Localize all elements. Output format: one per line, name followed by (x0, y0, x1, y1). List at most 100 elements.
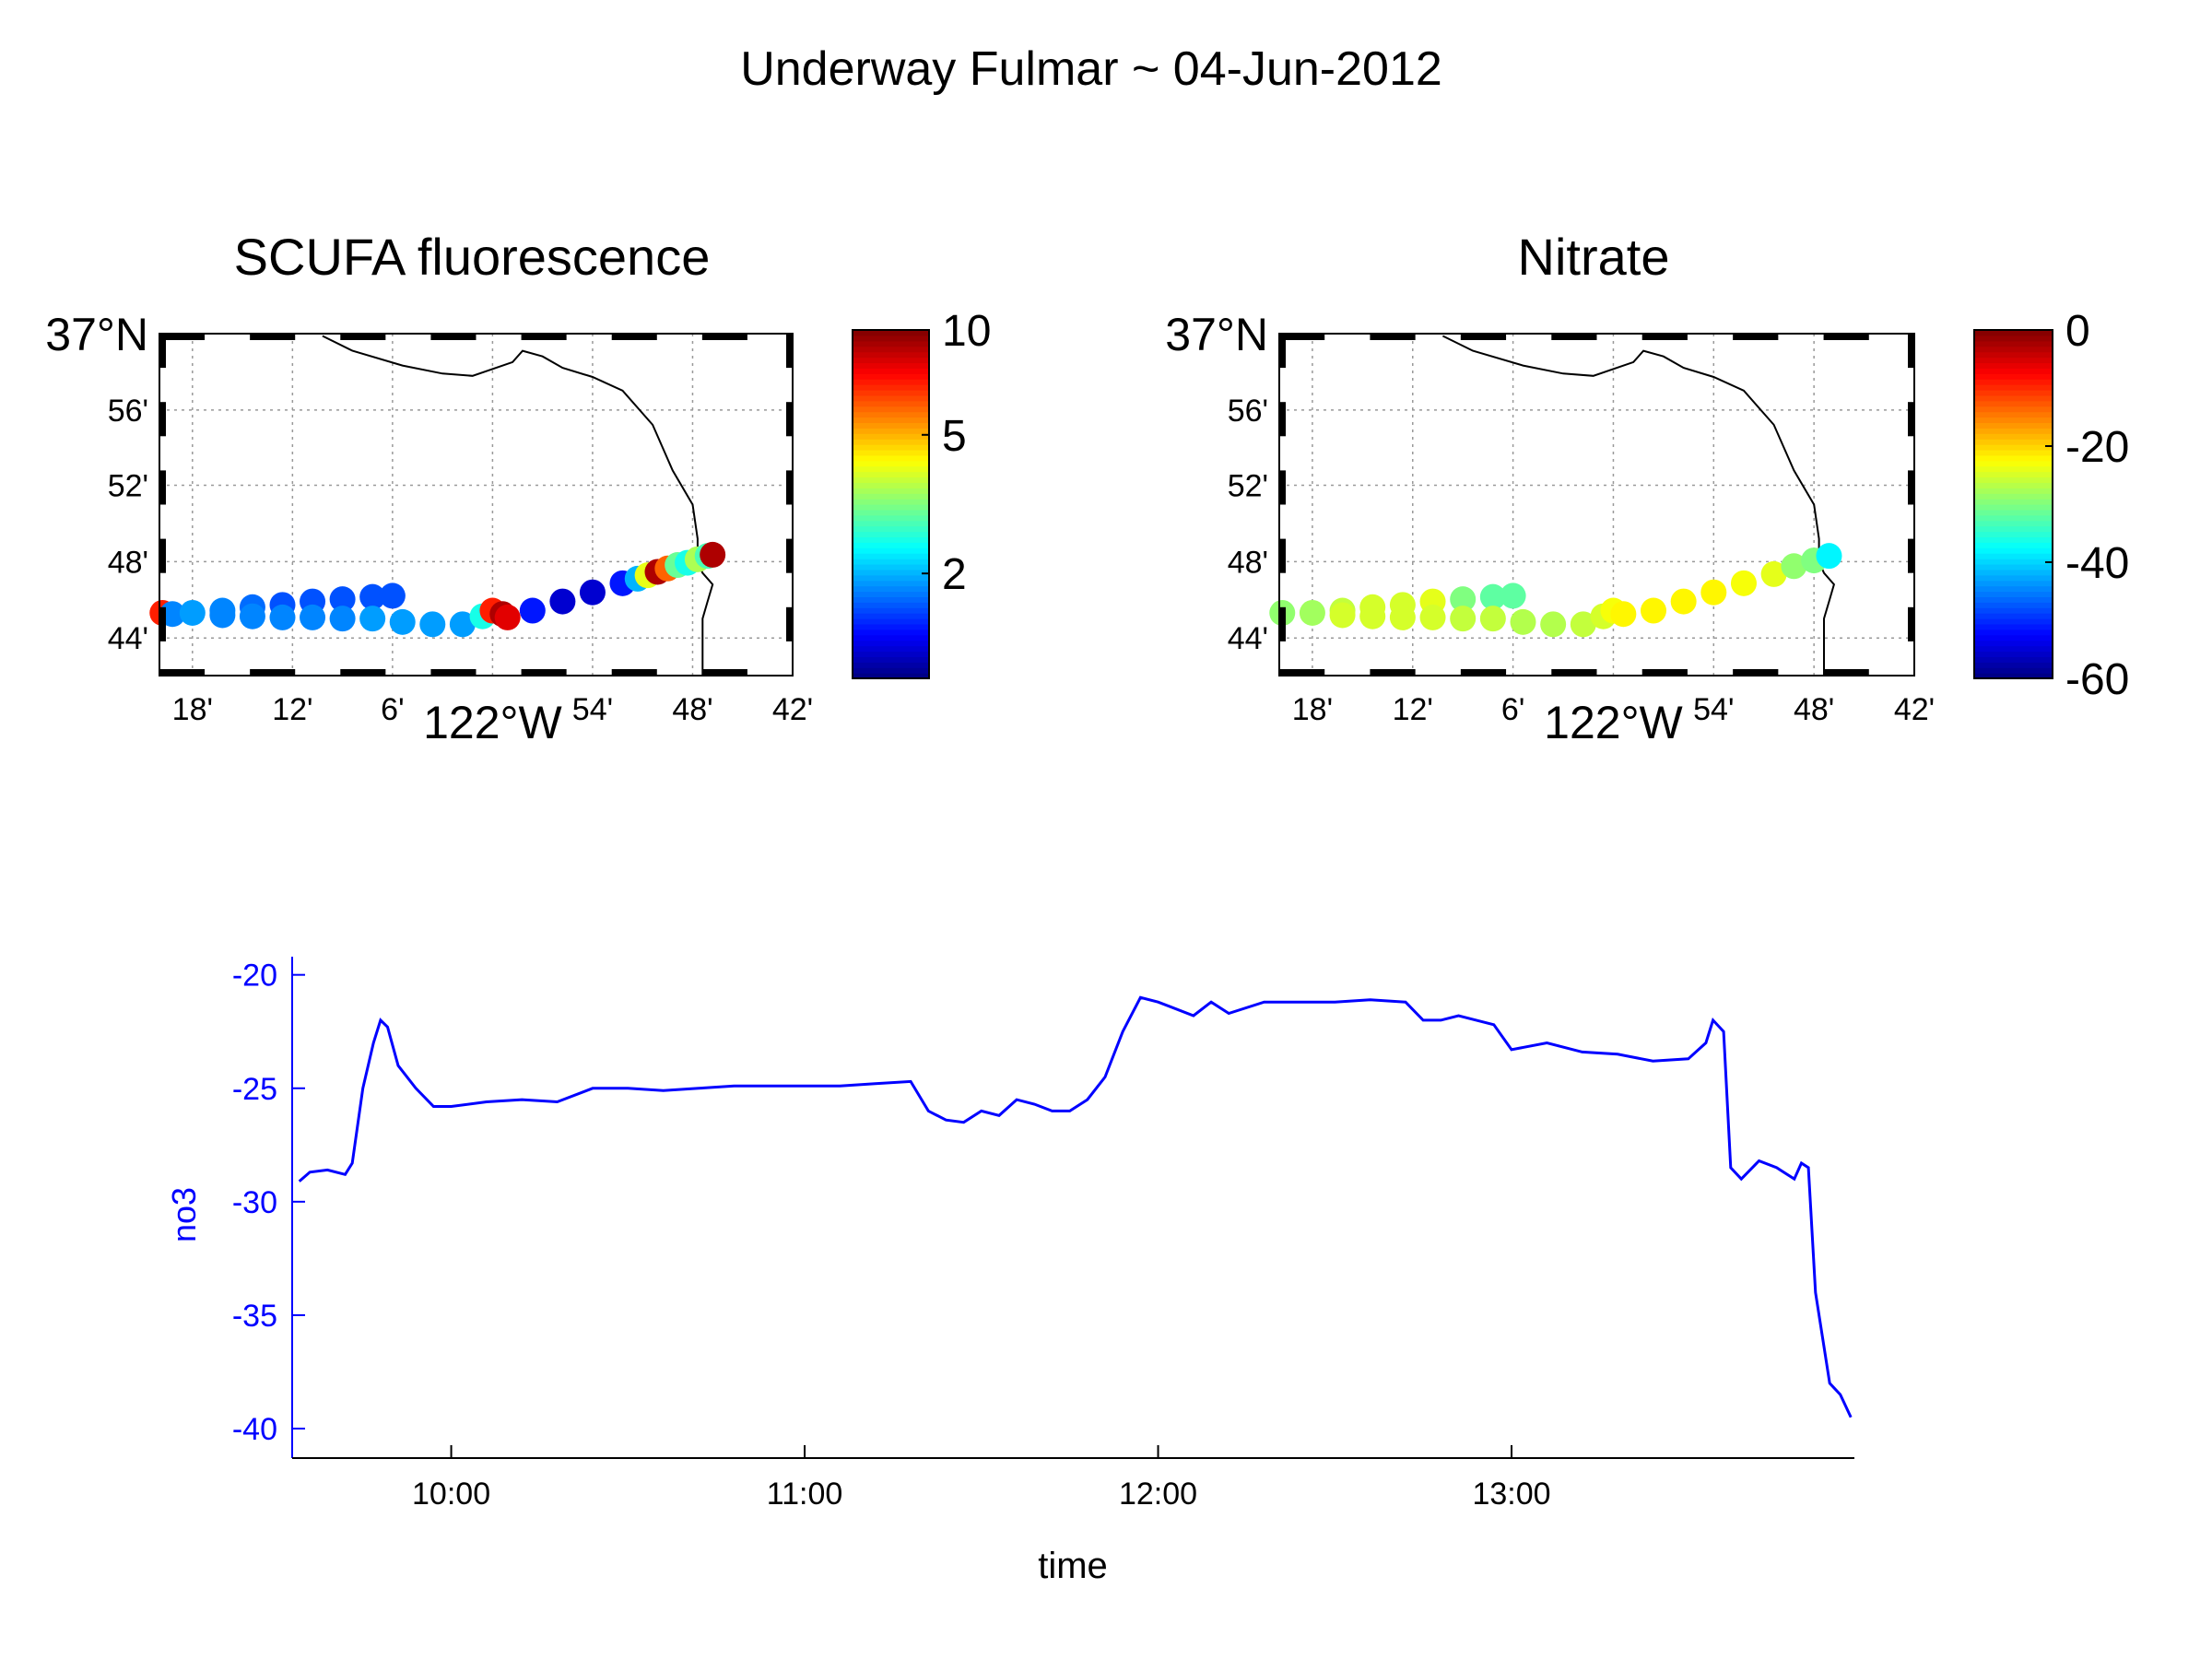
nitrate-colorbar-band (1974, 580, 2053, 587)
fluorescence-colorbar: 2 5 10 (852, 307, 991, 679)
fluorescence-track-point (579, 579, 606, 606)
nitrate-lat-tick-label: 52' (1228, 468, 1268, 503)
fluorescence-colorbar-band (853, 351, 929, 359)
fluorescence-border-segment (521, 334, 567, 340)
fluorescence-colorbar-band (853, 640, 929, 647)
nitrate-track-point (1670, 588, 1697, 615)
nitrate-colorbar-band (1974, 346, 2053, 353)
fluorescence-track-point (494, 604, 521, 630)
fluorescence-map-frame (159, 333, 794, 677)
nitrate-border-segment (1370, 669, 1416, 676)
fluorescence-colorbar-band (853, 400, 929, 407)
fluorescence-border-segment (340, 669, 386, 676)
timeseries-y-tick-label: -40 (232, 1412, 277, 1447)
fluorescence-track-point (209, 602, 236, 629)
nitrate-map-coastline (1441, 335, 1836, 676)
nitrate-track-point (1450, 586, 1477, 613)
fluorescence-colorbar-band (853, 509, 929, 516)
nitrate-lat-tick-label: 44' (1228, 621, 1268, 656)
fluorescence-colorbar-band (853, 488, 929, 494)
timeseries-xlabel: time (1038, 1546, 1108, 1586)
fluorescence-colorbar-band (853, 477, 929, 483)
nitrate-colorbar-band (1974, 602, 2053, 608)
nitrate-colorbar-band (1974, 400, 2053, 407)
fluorescence-colorbar-band (853, 394, 929, 402)
nitrate-colorbar-band (1974, 520, 2053, 527)
timeseries-tick-labels: -20 -25 -30 -35 -40 10:00 11:00 12:00 13:00 (232, 959, 1551, 1512)
nitrate-colorbar-band (1974, 362, 2053, 369)
fluorescence-lon-tick-label: 54' (572, 692, 613, 727)
nitrate-colorbar-band (1974, 477, 2053, 483)
nitrate-colorbar-band (1974, 553, 2053, 559)
fluorescence-colorbar-band (853, 444, 929, 451)
nitrate-colorbar-band (1974, 411, 2053, 418)
fluorescence-colorbar-band (853, 531, 929, 538)
nitrate-colorbar-tick-label: -60 (2065, 655, 2129, 704)
fluorescence-colorbar-band (853, 520, 929, 527)
fluorescence-track-point (359, 583, 386, 610)
fluorescence-colorbar-band (853, 634, 929, 641)
nitrate-colorbar-band (1974, 514, 2053, 522)
fluorescence-map-panel: SCUFA fluorescence 18' 12' 6' 122°W 54' 48' 42… (45, 228, 991, 748)
timeseries-x-tick-label: 11:00 (767, 1477, 843, 1512)
nitrate-colorbar-band (1974, 379, 2053, 385)
nitrate-colorbar-band (1974, 607, 2053, 614)
nitrate-colorbar-band (1974, 465, 2053, 473)
fluorescence-colorbar-band (853, 514, 929, 522)
nitrate-border-segment (1279, 402, 1286, 437)
fluorescence-colorbar-band (853, 618, 929, 625)
fluorescence-colorbar-band (853, 493, 929, 500)
nitrate-colorbar-band (1974, 330, 2053, 336)
nitrate-border-segment (1908, 470, 1914, 505)
nitrate-lat-tick-label: 56' (1228, 394, 1268, 429)
fluorescence-border-segment (159, 334, 206, 340)
nitrate-colorbar-band (1974, 667, 2053, 674)
fluorescence-colorbar-band (853, 553, 929, 559)
nitrate-colorbar-band (1974, 493, 2053, 500)
fluorescence-track-point (449, 611, 476, 638)
fluorescence-border-segment (430, 334, 477, 340)
fluorescence-border-segment (786, 334, 793, 369)
nitrate-map-tick-labels: 18' 12' 6' 122°W 54' 48' 42' 44' 48' 52' 56' 37°N (1165, 309, 1935, 748)
timeseries-axes (291, 957, 1854, 1459)
nitrate-colorbar-band (1974, 454, 2053, 462)
nitrate-track-point (1610, 601, 1637, 628)
fluorescence-colorbar-band (853, 667, 929, 674)
nitrate-lat-tick-label: 37°N (1165, 309, 1268, 360)
fluorescence-colorbar-band (853, 460, 929, 467)
fluorescence-colorbar-band (853, 422, 929, 429)
nitrate-track-point (1299, 599, 1325, 626)
fluorescence-lon-tick-label: 42' (772, 692, 813, 727)
fluorescence-colorbar-band (853, 433, 929, 440)
fluorescence-colorbar-tick-label: 2 (942, 550, 967, 599)
fluorescence-border-segment (430, 669, 477, 676)
nitrate-border-segment (1908, 606, 1914, 641)
fluorescence-map-title: SCUFA fluorescence (234, 228, 711, 286)
nitrate-track-point (1540, 611, 1567, 638)
nitrate-border-segment (1279, 606, 1286, 641)
nitrate-border-segment (1733, 669, 1779, 676)
timeseries-x-tick-label: 12:00 (1119, 1477, 1197, 1512)
fluorescence-track-point (359, 606, 386, 632)
nitrate-colorbar-band (1974, 651, 2053, 657)
nitrate-colorbar-tick-label: -20 (2065, 423, 2129, 472)
fluorescence-border-segment (701, 669, 747, 676)
fluorescence-colorbar-band (853, 465, 929, 473)
nitrate-track-point (1479, 583, 1506, 610)
fluorescence-track-point (269, 604, 296, 630)
nitrate-lon-tick-label: 12' (1393, 692, 1433, 727)
fluorescence-border-segment (701, 334, 747, 340)
fluorescence-colorbar-band (853, 559, 929, 565)
fluorescence-lon-tick-label: 122°W (423, 697, 562, 748)
nitrate-map-frame (1278, 333, 1915, 677)
fluorescence-track-point (329, 606, 356, 632)
fluorescence-track-point (700, 541, 726, 568)
nitrate-colorbar-band (1974, 673, 2053, 679)
nitrate-border-segment (1279, 334, 1286, 369)
nitrate-colorbar-band (1974, 563, 2053, 571)
fluorescence-border-segment (340, 334, 386, 340)
fluorescence-track-point (419, 611, 446, 638)
fluorescence-colorbar-band (853, 449, 929, 456)
nitrate-colorbar: 0 -20 -40 -60 (1973, 307, 2129, 704)
fluorescence-map-tick-labels: 18' 12' 6' 122°W 54' 48' 42' 44' 48' 52' 56' 37°N (45, 309, 813, 748)
